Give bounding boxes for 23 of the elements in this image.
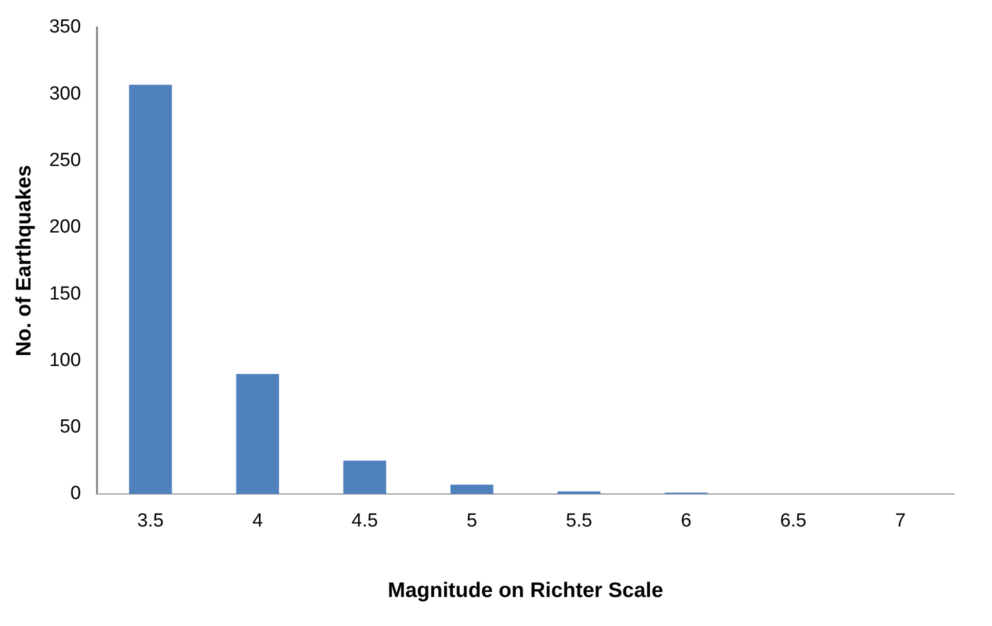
x-axis-title: Magnitude on Richter Scale — [388, 579, 664, 602]
bar — [236, 374, 280, 494]
x-tick-label: 4.5 — [352, 510, 378, 532]
bar — [343, 460, 386, 494]
y-tick-label: 50 — [60, 416, 81, 438]
bar — [450, 484, 494, 494]
x-tick-label: 3.5 — [137, 510, 164, 532]
x-tick-label: 4 — [252, 510, 264, 532]
x-tick-label: 6.5 — [780, 510, 807, 532]
x-tick-label: 7 — [895, 510, 906, 532]
y-tick-label: 350 — [49, 16, 81, 38]
y-tick-label: 100 — [49, 350, 81, 371]
y-tick-label: 200 — [49, 216, 81, 238]
x-tick-label: 6 — [680, 510, 692, 532]
y-tick-label: 0 — [70, 483, 81, 504]
y-tick-label: 300 — [49, 83, 81, 104]
y-tick-label: 250 — [49, 150, 81, 171]
bar — [129, 84, 172, 494]
y-tick-label: 150 — [49, 283, 81, 304]
x-tick-label: 5.5 — [566, 510, 592, 532]
bar — [558, 491, 600, 494]
x-tick-label: 5 — [466, 510, 478, 532]
y-axis-title: No. of Earthquakes — [12, 165, 36, 356]
